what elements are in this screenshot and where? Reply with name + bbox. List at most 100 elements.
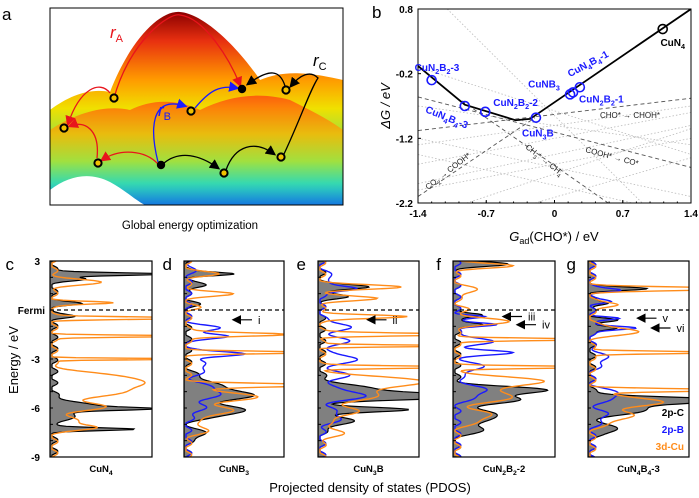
annotation-label: ii (393, 315, 398, 327)
local-minima (59, 84, 291, 178)
local-minimum-marker (281, 85, 291, 95)
global-minimum-marker (237, 84, 247, 94)
catalyst-label: CuN2B2-2 (493, 98, 538, 111)
x-axis-label: Gad(CHO*) / eV (509, 229, 599, 246)
energy-tick-label: -3 (31, 355, 40, 366)
catalyst-label: CuN4 (660, 38, 685, 51)
path-label-rb: rB (158, 101, 171, 123)
x-tick-label: 0.7 (616, 209, 630, 220)
pdos-panel-c: c CuN4 (6, 255, 153, 477)
legend-entry: 2p-C (662, 408, 684, 419)
background-scaling-line (446, 9, 643, 203)
background-scaling-line (418, 112, 691, 165)
annotation-label: vi (677, 323, 685, 335)
pdos-panel-title: CuN2B2-2 (483, 464, 525, 477)
legend-entry: 3d-Cu (656, 442, 684, 453)
path-label-rc: rC (313, 51, 327, 73)
local-minimum-marker (219, 168, 229, 178)
local-minimum-marker (276, 152, 286, 162)
catalyst-data-point (657, 23, 669, 35)
reaction-line-label: CHO* → CHOH* (600, 111, 660, 120)
pdos-panel-title: CuN3B (353, 464, 383, 477)
background-scaling-line (418, 154, 633, 203)
panel-b-volcano-plot: b -1.4 -0.7 0 0.7 1.4 0.8 -0.2 -1.2 -2.2 CuN4 CuN… (372, 3, 698, 246)
energy-landscape (50, 11, 343, 205)
pdos-panel-title: CuNB3 (219, 464, 249, 477)
y-tick-label: -0.2 (396, 70, 414, 81)
catalyst-data-point (459, 100, 471, 112)
x-tick-label: 1.4 (684, 209, 698, 220)
annotation-label: iii (528, 312, 535, 324)
panel-a-caption: Global energy optimization (122, 220, 258, 232)
x-tick-label: -0.7 (478, 209, 496, 220)
panel-label-f: f (436, 255, 441, 274)
reaction-line-label: COOH* → CO* (584, 145, 639, 168)
pdos-panel-title: CuN4B4-3 (617, 464, 659, 477)
y-tick-label: -1.2 (396, 134, 414, 145)
panel-label-c: c (6, 255, 15, 274)
pdos-3d-Cu-curve (319, 261, 419, 457)
reaction-scaling-line (461, 100, 609, 203)
background-scaling-line (418, 105, 691, 146)
legend-entry: 2p-B (662, 425, 684, 436)
pdos-x-axis-label: Projected density of states (PDOS) (269, 480, 471, 495)
pdos-3d-Cu-curve (185, 261, 284, 457)
energy-tick-label: 3 (34, 257, 40, 268)
search-paths (65, 14, 319, 171)
pdos-3d-Cu-curve (51, 261, 152, 457)
catalyst-data-point (530, 112, 542, 123)
local-minimum-marker (186, 106, 196, 116)
catalyst-label: CuN2B2-3 (415, 63, 460, 76)
catalyst-label: CuN4B4-1 (566, 49, 612, 82)
x-tick-label: -1.4 (409, 209, 427, 220)
catalyst-data-point (574, 81, 586, 93)
limiting-potential-line (418, 9, 691, 122)
pdos-panel-title: CuN4 (89, 464, 113, 477)
catalyst-data-point (426, 74, 437, 86)
panel-a: a rA rB rC Global energy optimization (2, 5, 344, 232)
catalyst-data-point (567, 87, 579, 98)
catalyst-label: CuN4B4-3 (423, 105, 470, 134)
panel-label-e: e (297, 255, 306, 274)
pdos-3d-Cu-curve (454, 261, 555, 457)
panel-label-d: d (163, 255, 172, 274)
background-scaling-line (418, 137, 691, 197)
reaction-line-label: CH3* → CH4 (522, 142, 566, 180)
reaction-scaling-line (418, 117, 536, 197)
y-tick-label: -2.2 (396, 199, 414, 210)
annotation-label: iv (542, 320, 550, 332)
pdos-y-axis-label: Energy / eV (6, 326, 21, 394)
energy-tick-label: -6 (31, 404, 40, 415)
y-axis-label: ΔG / eV (378, 82, 393, 130)
global-minimum-marker (156, 160, 166, 170)
catalyst-label: CuN2B2-1 (579, 94, 624, 107)
background-scaling-line (418, 137, 691, 191)
catalyst-data-point (479, 106, 491, 118)
path-label-ra: rA (110, 23, 124, 45)
local-minimum-marker (59, 123, 69, 133)
y-tick-label: 0.8 (399, 5, 413, 16)
reaction-scaling-line (418, 96, 691, 168)
background-scaling-line (534, 157, 691, 203)
pdos-3d-Cu-curve (589, 261, 689, 457)
annotation-label: i (258, 315, 260, 327)
energy-tick-label: Fermi (18, 306, 45, 317)
panel-label-b: b (372, 3, 381, 22)
pdos-2p-C-curve (50, 261, 152, 457)
panel-label-a: a (2, 5, 12, 24)
pdos-panel-e: e CuN3B ii (297, 255, 420, 477)
panel-a-frame (49, 7, 344, 206)
pdos-panel-d: d CuNB3 i (163, 255, 285, 477)
catalyst-label: CuNB3 (528, 79, 560, 92)
reaction-scaling-line (418, 97, 691, 132)
pdos-panel-g: g CuN4B4-3 vvi (567, 255, 690, 477)
background-scaling-line (466, 128, 691, 203)
annotation-label: v (663, 313, 669, 325)
local-minimum-marker (93, 158, 103, 168)
background-scaling-line (418, 66, 691, 155)
catalyst-label: CuN3B (522, 129, 554, 142)
local-minimum-marker (109, 93, 119, 103)
